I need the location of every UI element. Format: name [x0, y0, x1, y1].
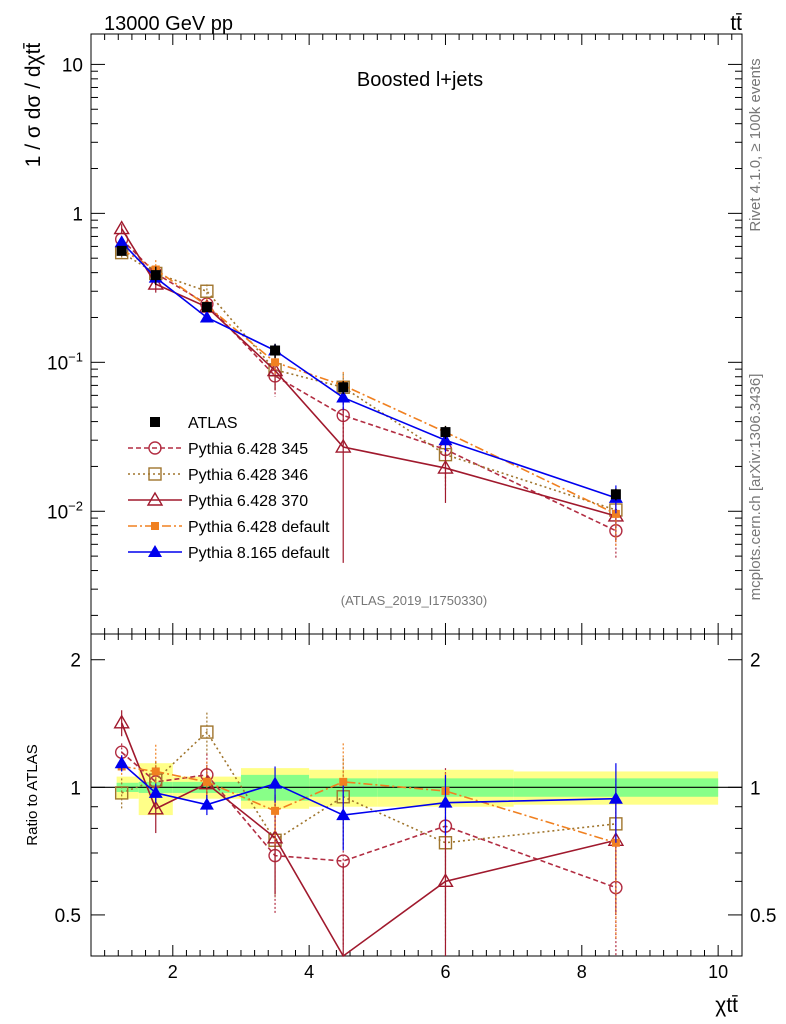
- main-plot-frame: [90, 33, 743, 635]
- series-ratio-point: [271, 806, 280, 815]
- series-point: [611, 509, 620, 518]
- legend-label: Pythia 8.165 default: [188, 545, 330, 562]
- legend-label: Pythia 6.428 345: [188, 441, 308, 458]
- series-ratio-point: [199, 797, 214, 810]
- series-ratio-line: [120, 722, 617, 958]
- y-axis-label: 1 / σ dσ / dχtt̄: [22, 43, 45, 168]
- ratio-y-tick-label: 0.5: [55, 906, 81, 927]
- legend-marker: [146, 491, 164, 506]
- x-tick-label: 6: [440, 962, 450, 982]
- mcplots-reference-label: mcplots.cern.ch [arXiv:1306.3436]: [747, 374, 764, 601]
- x-tick-label: 8: [577, 962, 587, 982]
- ratio-y-tick-label-right: 1: [750, 778, 761, 799]
- series-ratio-point: [148, 785, 163, 798]
- x-tick-label: 10: [708, 962, 728, 982]
- series-ratio-point: [438, 795, 453, 808]
- series-ratio-point: [147, 800, 164, 815]
- header-process-label: 13000 GeV pp: [104, 13, 233, 35]
- legend-marker: [151, 522, 159, 530]
- legend-item: Pythia 6.428 346: [128, 467, 308, 484]
- series-line: [121, 238, 617, 532]
- series-ratio-line: [121, 730, 616, 844]
- series-point: [147, 275, 164, 290]
- x-axis-label: χtt̄: [715, 994, 738, 1017]
- legend-label: Pythia 6.428 default: [188, 519, 330, 536]
- series-point: [266, 362, 284, 377]
- ratio-axis-label: Ratio to ATLAS: [24, 744, 41, 845]
- rivet-version-label: Rivet 4.1.0, ≥ 100k events: [747, 58, 764, 231]
- data-point: [440, 427, 451, 438]
- series-point: [200, 284, 214, 298]
- legend-item: Pythia 8.165 default: [128, 545, 330, 562]
- legend-marker: [148, 545, 162, 557]
- legend-label: ATLAS: [188, 415, 238, 432]
- chart-title: Boosted l+jets: [357, 69, 483, 91]
- data-point: [270, 345, 281, 356]
- ratio-y-tick-label-right: 0.5: [750, 906, 776, 927]
- series-ratio-point: [437, 872, 454, 888]
- series-ratio-point: [113, 714, 130, 729]
- legend-item-atlas: ATLAS: [150, 415, 238, 432]
- y-tick-label: 1: [72, 204, 83, 225]
- series-pythia-8-165-default: [114, 235, 623, 851]
- ratio-y-tick-label-right: 2: [750, 651, 761, 672]
- legend-marker: [150, 417, 160, 427]
- series-ratio-point: [114, 756, 129, 769]
- legend-item: Pythia 6.428 345: [128, 441, 308, 458]
- series-point: [437, 459, 454, 474]
- analysis-id-label: (ATLAS_2019_I1750330): [341, 593, 487, 608]
- y-tick-label: 10: [62, 55, 83, 76]
- legend-item: Pythia 6.428 370: [128, 491, 308, 510]
- series-ratio-point: [268, 776, 283, 789]
- legend-marker: [148, 467, 162, 481]
- legend-label: Pythia 6.428 370: [188, 493, 308, 510]
- header-final-state-label: tt̄: [730, 12, 742, 35]
- x-tick-label: 2: [168, 962, 178, 982]
- series-ratio-point: [200, 725, 214, 739]
- series-ratio-point: [608, 791, 623, 804]
- legend-marker: [148, 441, 162, 455]
- series-point: [438, 433, 453, 446]
- series-ratio-point: [202, 777, 211, 786]
- series-pythia-6-428-370: [113, 220, 625, 958]
- series-point: [199, 310, 214, 323]
- data-point: [201, 302, 212, 313]
- series-point: [335, 438, 352, 453]
- series-point: [114, 235, 129, 248]
- series-point: [336, 390, 351, 403]
- series-point: [271, 358, 280, 367]
- y-tick-label: 10−2: [47, 498, 83, 523]
- ratio-y-tick-label: 2: [70, 651, 81, 672]
- y-tick-label: 10−1: [47, 349, 83, 374]
- legend-label: Pythia 6.428 346: [188, 467, 308, 484]
- series-ratio-point: [336, 808, 351, 821]
- series-line: [121, 241, 617, 499]
- x-tick-label: 4: [304, 962, 314, 982]
- series-ratio-point: [114, 786, 129, 800]
- data-point: [338, 382, 349, 393]
- data-point: [116, 245, 127, 256]
- legend-item: Pythia 6.428 default: [128, 519, 330, 536]
- series-point: [113, 220, 130, 235]
- ratio-plot-frame: [90, 633, 743, 957]
- series-ratio-point: [151, 767, 160, 776]
- series-ratio-point: [339, 777, 348, 786]
- data-point: [610, 489, 621, 500]
- ratio-y-tick-label: 1: [70, 778, 81, 799]
- data-point: [150, 270, 161, 281]
